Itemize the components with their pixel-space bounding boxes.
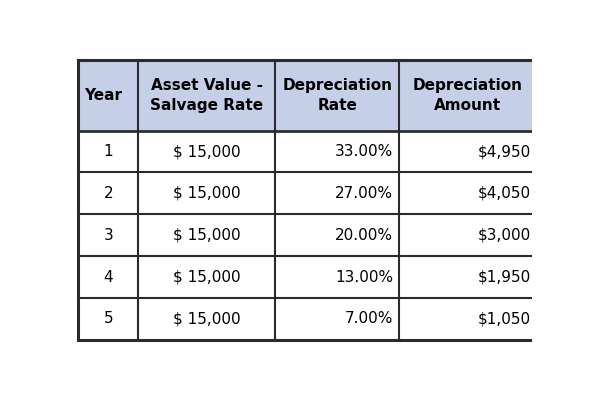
Bar (79, 131, 537, 173)
Text: $ 15,000: $ 15,000 (173, 228, 241, 243)
Text: $ 15,000: $ 15,000 (173, 144, 241, 159)
Text: 27.00%: 27.00% (335, 186, 393, 201)
Text: $4,950: $4,950 (478, 144, 531, 159)
Text: 4: 4 (103, 270, 113, 285)
Text: 5: 5 (103, 311, 113, 326)
Text: Depreciation
Amount: Depreciation Amount (413, 78, 523, 112)
Bar (79, 60, 537, 340)
Text: 13.00%: 13.00% (335, 270, 393, 285)
Text: $3,000: $3,000 (478, 228, 531, 243)
Text: $ 15,000: $ 15,000 (173, 186, 241, 201)
Text: $1,050: $1,050 (478, 311, 531, 326)
Text: 1: 1 (103, 144, 113, 159)
Text: $1,950: $1,950 (478, 270, 531, 285)
Text: $ 15,000: $ 15,000 (173, 270, 241, 285)
Text: 33.00%: 33.00% (335, 144, 393, 159)
Text: $ 15,000: $ 15,000 (173, 311, 241, 326)
Text: Year: Year (84, 88, 122, 103)
Text: 3: 3 (103, 228, 113, 243)
Bar (79, 60, 537, 130)
Text: $4,050: $4,050 (478, 186, 531, 201)
Text: 2: 2 (103, 186, 113, 201)
Text: 7.00%: 7.00% (345, 311, 393, 326)
Text: 20.00%: 20.00% (335, 228, 393, 243)
Bar (79, 173, 537, 214)
Bar (79, 256, 537, 298)
Text: Asset Value -
Salvage Rate: Asset Value - Salvage Rate (150, 78, 263, 112)
Bar (79, 298, 537, 340)
Bar (79, 214, 537, 256)
Text: Depreciation
Rate: Depreciation Rate (282, 78, 392, 112)
